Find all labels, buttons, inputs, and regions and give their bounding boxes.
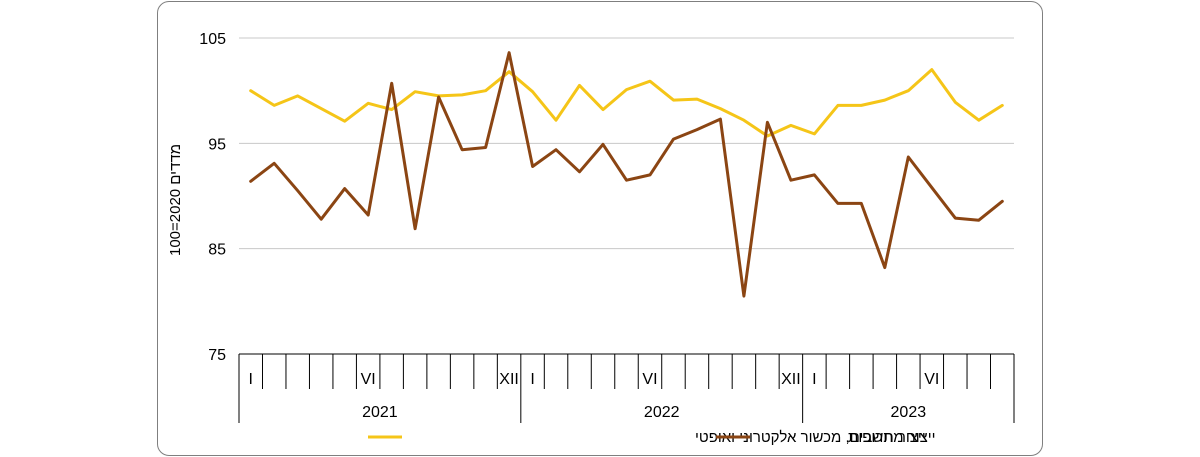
month-label: XII: [499, 371, 519, 388]
y-axis-label: מדדים 2020=100: [167, 144, 184, 256]
month-label: I: [530, 371, 534, 388]
y-axis-ticks: 75 85 95 105: [199, 31, 226, 364]
series-lines: [249, 51, 1004, 298]
year-label: 2023: [891, 404, 927, 421]
legend-label-0: ייצור מחשבים, מכשור אלקטרוני ואופטי: [695, 429, 936, 446]
month-label: VI: [642, 371, 657, 388]
y-tick-label: 75: [208, 347, 226, 364]
series-line-1: [249, 51, 1004, 298]
legend-label-1: ייצור תרופות: [848, 429, 926, 446]
chart-frame: [157, 1, 1043, 456]
month-label: I: [249, 371, 253, 388]
year-label: 2021: [362, 404, 398, 421]
series-line-0: [249, 68, 1004, 138]
legend: ייצור מחשבים, מכשור אלקטרוני ואופטיייצור…: [368, 429, 936, 446]
y-tick-label: 95: [208, 136, 226, 153]
category-axis: I VI XII 2021 I VI XII 2022 I VI 2023: [238, 353, 1015, 423]
y-tick-label: 105: [199, 31, 226, 48]
month-label: VI: [361, 371, 376, 388]
month-label: VI: [924, 371, 939, 388]
month-label: I: [812, 371, 816, 388]
y-tick-label: 85: [208, 242, 226, 259]
month-label: XII: [781, 371, 801, 388]
year-label: 2022: [644, 404, 680, 421]
gridlines: [239, 37, 1014, 355]
